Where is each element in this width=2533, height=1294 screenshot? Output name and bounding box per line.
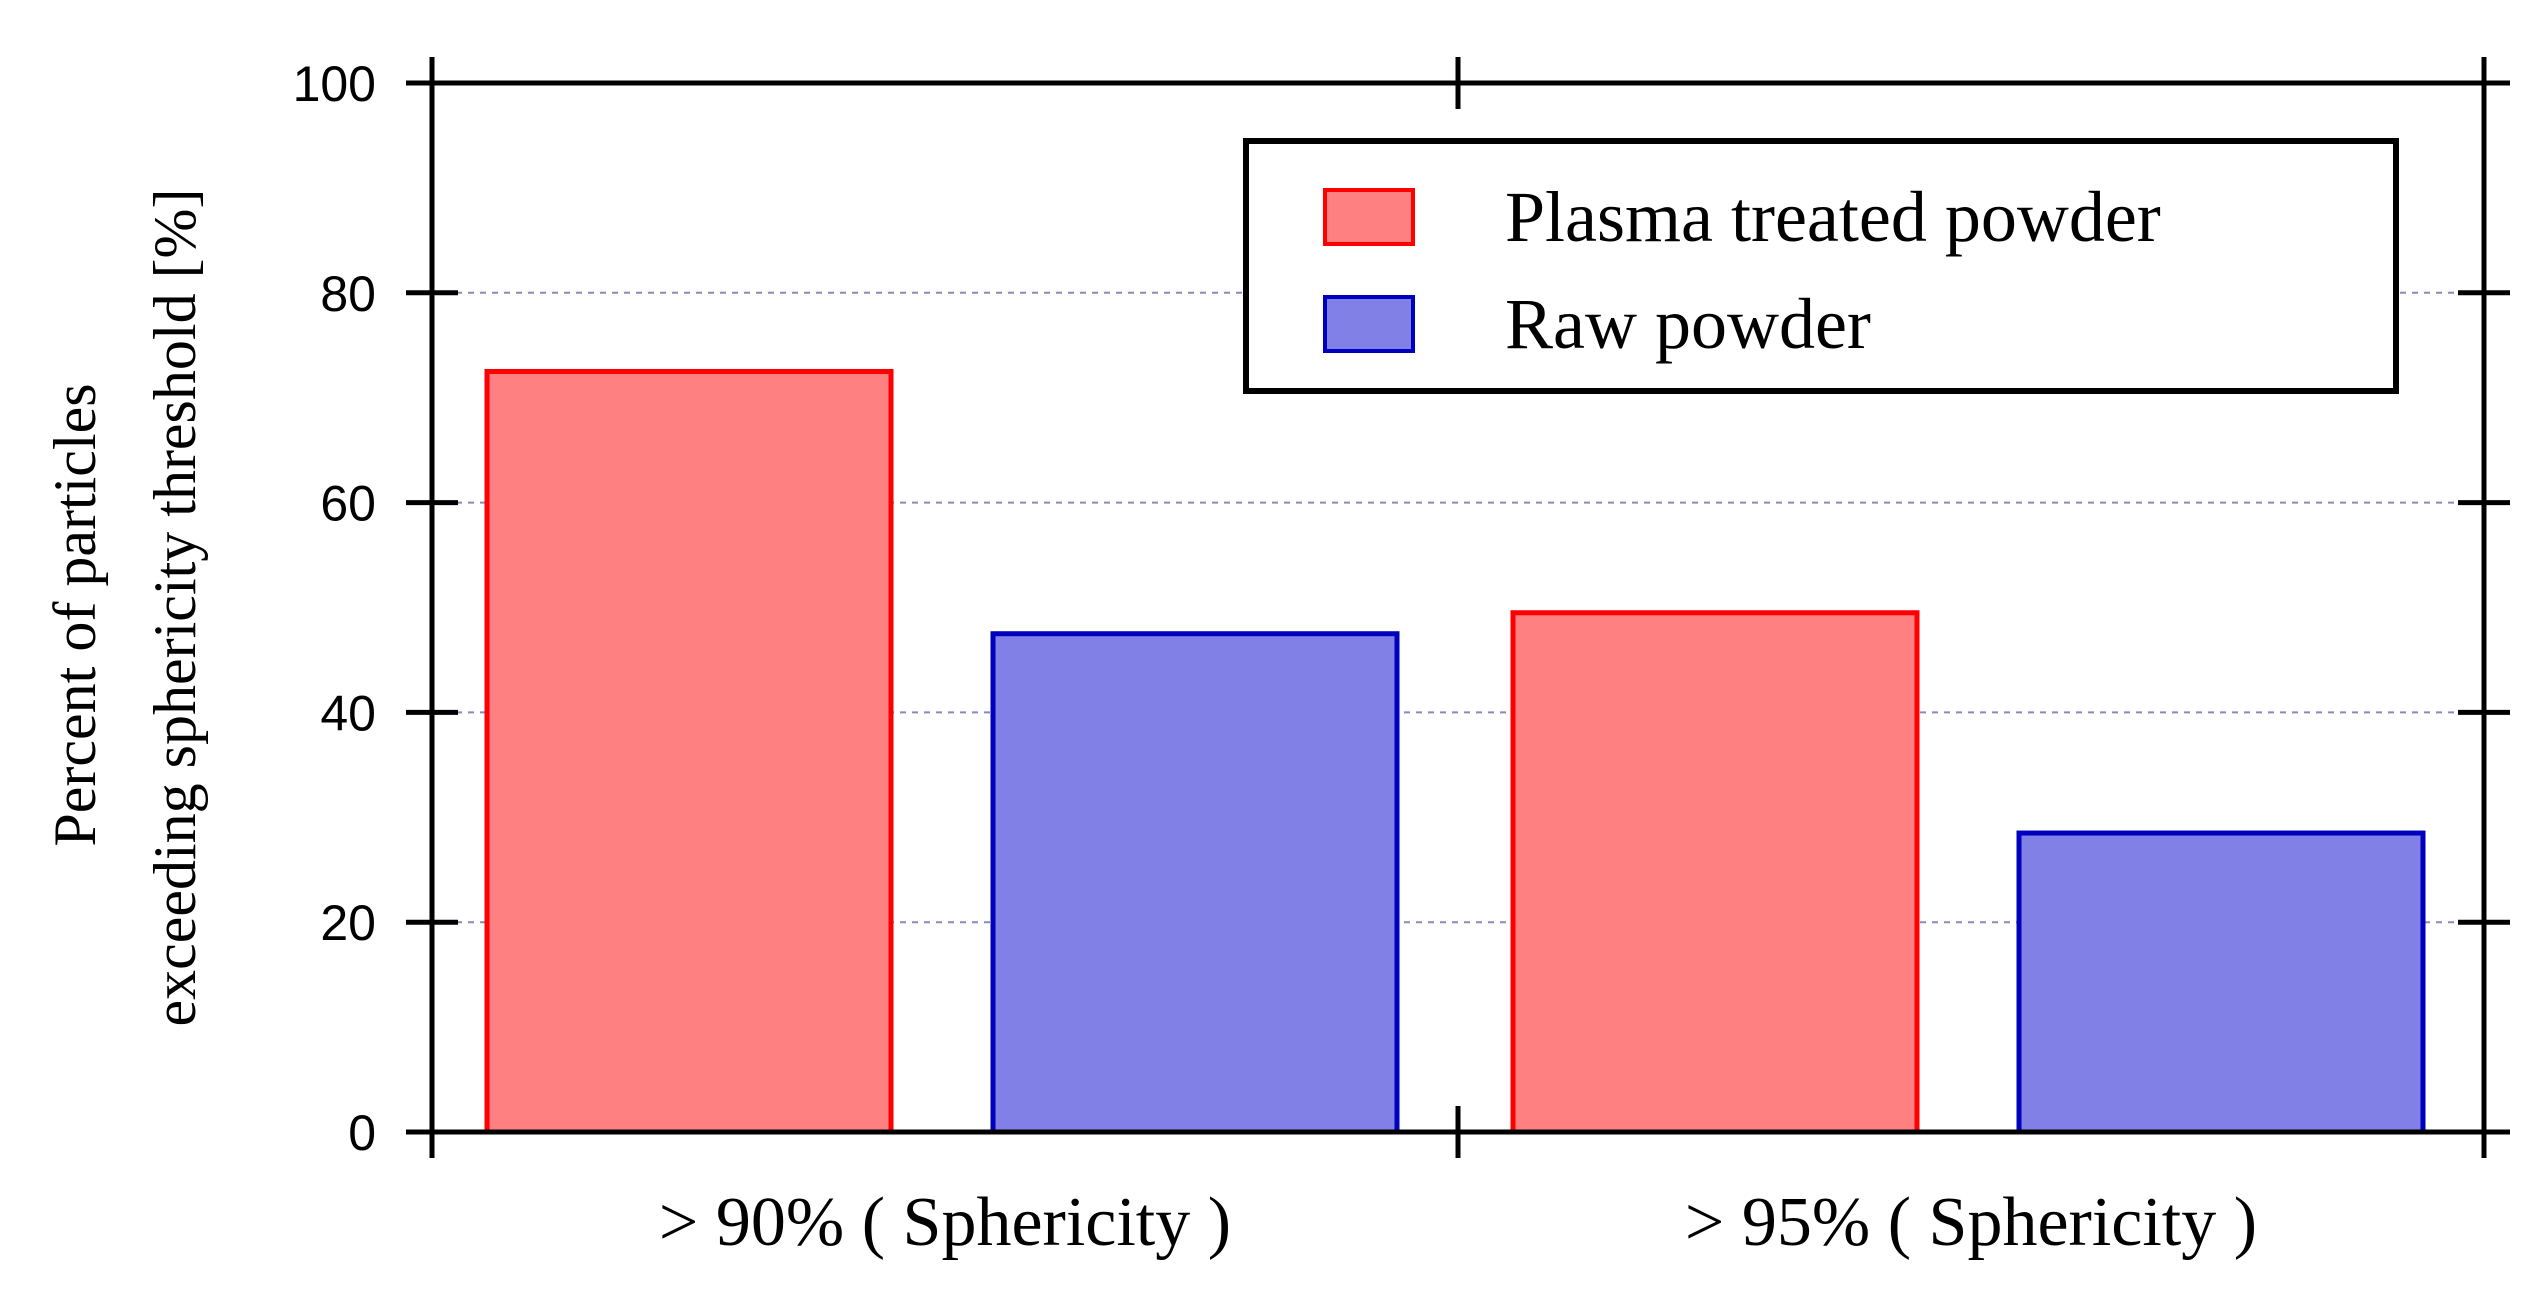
bars <box>484 368 2426 1135</box>
legend-swatch-plasma <box>1323 188 1415 246</box>
y-tick-labels: 0 20 40 60 80 100 <box>293 56 376 1161</box>
x-category-label: > 90% ( Sphericity ) <box>659 1184 1231 1261</box>
legend-label-raw: Raw powder <box>1505 284 1871 364</box>
y-tick-label: 0 <box>348 1105 376 1161</box>
y-axis-label: Percent of particles exceeding sphericit… <box>42 188 208 1026</box>
y-axis-label-line-2: exceeding sphericity threshold [%] <box>142 188 208 1026</box>
y-tick-label: 100 <box>293 56 376 112</box>
y-tick-label: 20 <box>320 895 376 951</box>
bar <box>484 368 894 1135</box>
bar <box>2016 830 2426 1135</box>
y-axis-label-line-1: Percent of particles <box>42 383 108 846</box>
legend-box <box>1243 138 2399 394</box>
legend-swatch-raw <box>1323 295 1415 353</box>
x-category-labels: > 90% ( Sphericity ) > 95% ( Sphericity ) <box>659 1184 2257 1261</box>
legend: Plasma treated powder Raw powder <box>1243 138 2399 394</box>
bar <box>1510 610 1920 1135</box>
x-category-label: > 95% ( Sphericity ) <box>1685 1184 2257 1261</box>
y-tick-label: 80 <box>320 266 376 322</box>
y-tick-label: 40 <box>320 685 376 741</box>
legend-label-plasma: Plasma treated powder <box>1505 177 2161 257</box>
bar <box>990 631 1400 1135</box>
y-tick-label: 60 <box>320 476 376 532</box>
axis-ticks <box>406 57 2510 1158</box>
